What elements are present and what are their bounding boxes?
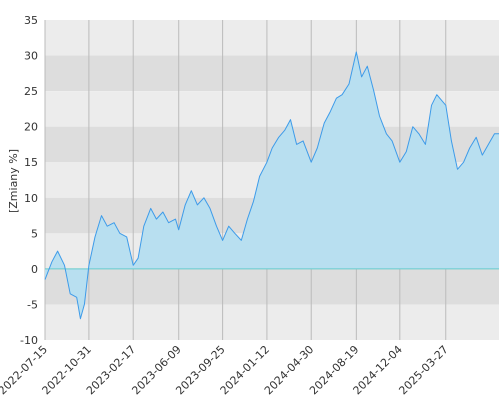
x-axis-ticks: 2022-07-152022-10-312023-02-172023-06-09… bbox=[0, 343, 451, 397]
y-tick-label: 35 bbox=[24, 14, 38, 27]
y-tick-label: 25 bbox=[24, 85, 38, 98]
y-tick-label: -10 bbox=[20, 334, 38, 347]
band bbox=[45, 55, 499, 92]
band bbox=[45, 20, 499, 56]
y-tick-label: 30 bbox=[24, 50, 38, 63]
y-tick-label: 20 bbox=[24, 121, 38, 134]
band bbox=[45, 91, 499, 127]
x-tick-label: 2025-03-27 bbox=[396, 343, 450, 397]
series-line bbox=[44, 51, 499, 320]
y-axis-ticks: 35 30 25 20 15 10 5 0 -5 -10 bbox=[20, 14, 38, 347]
y-tick-label: 15 bbox=[24, 156, 38, 169]
y-axis-label: [Zmiany %] bbox=[7, 149, 20, 213]
y-tick-label: 10 bbox=[24, 192, 38, 205]
series-area bbox=[45, 52, 499, 319]
y-tick-label: 0 bbox=[31, 263, 38, 276]
series-layer bbox=[44, 51, 499, 320]
y-tick-label: -5 bbox=[27, 298, 38, 311]
band bbox=[45, 268, 499, 305]
y-tick-label: 5 bbox=[31, 227, 38, 240]
band bbox=[45, 304, 499, 340]
